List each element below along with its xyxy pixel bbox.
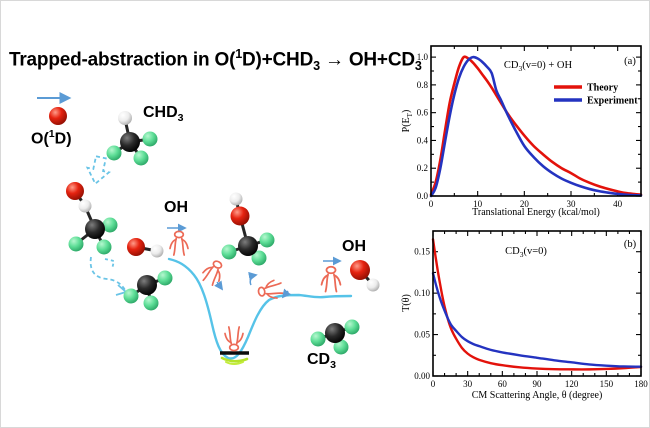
- legend-label: Experiment: [587, 96, 638, 107]
- oh-molecule-right: [350, 260, 380, 292]
- plot-frame: [432, 230, 642, 377]
- dashed-curved-arrow: [89, 256, 128, 296]
- panel-label: (b): [624, 239, 637, 250]
- well-glow: [220, 356, 249, 365]
- cd3-molecule-mid: [123, 270, 173, 311]
- y-tick-label: 0.05: [414, 330, 430, 340]
- label-chd3: CHD3: [143, 104, 184, 125]
- label-o1d: O(1D): [31, 128, 72, 148]
- y-tick-label: 0.2: [417, 163, 428, 173]
- reaction-scheme-diagram: [37, 92, 380, 365]
- cd3oh-complex-molecule: [221, 192, 275, 266]
- x-tick-label: 180: [634, 379, 648, 389]
- x-axis-label: Translational Energy (kcal/mol): [472, 207, 600, 218]
- x-tick-label: 20: [520, 199, 530, 209]
- y-axis-label: T(θ): [401, 294, 412, 312]
- plot-frame: [430, 45, 642, 197]
- descent-arrow: [214, 280, 224, 291]
- y-tick-label: 0.15: [414, 247, 430, 257]
- figure-title: Trapped-abstraction in O(1D)+CHD3 → OH+C…: [9, 47, 422, 74]
- skier-figure-trapped: [224, 326, 244, 352]
- y-tick-label: 1.0: [417, 52, 429, 62]
- y-tick-label: 0.00: [414, 371, 430, 381]
- x-tick-label: 0: [429, 199, 434, 209]
- x-tick-label: 150: [600, 379, 614, 389]
- insertion-complex-molecule: [66, 182, 118, 255]
- theory-curve: [429, 55, 643, 197]
- x-tick-label: 60: [498, 379, 508, 389]
- label-oh-right: OH: [342, 238, 366, 255]
- experiment-curve: [429, 55, 643, 198]
- x-tick-label: 10: [473, 199, 483, 209]
- x-tick-label: 90: [533, 379, 543, 389]
- skier-figure-exit: [320, 265, 342, 293]
- plot-title: CD3(v=0): [505, 246, 547, 259]
- y-tick-label: 0.8: [417, 80, 429, 90]
- panel-a-chart: 0 10 20 30 40 0.0 0.2 0.4 0.6 0.8 1.0 CD3(v=0) + OH…: [401, 45, 643, 218]
- potential-well-curve: [167, 257, 353, 360]
- rotation-arrow: [248, 271, 258, 286]
- y-tick-label: 0.6: [417, 108, 429, 118]
- x-tick-label: 30: [567, 199, 577, 209]
- panel-label: (a): [624, 56, 636, 67]
- y-tick-label: 0.10: [414, 288, 430, 298]
- oh-molecule-mid: [127, 238, 164, 258]
- skier-figure-start: [169, 230, 189, 256]
- y-tick-label: 0.4: [417, 135, 429, 145]
- y-axis-label: P(ET): [401, 110, 414, 133]
- skier-figure-descending: [199, 256, 228, 288]
- chd3-molecule: [106, 111, 158, 166]
- x-tick-label: 0: [431, 379, 436, 389]
- skier-figure-tumbling: [256, 278, 285, 302]
- o1d-atom: [49, 107, 67, 125]
- experiment-curve: [431, 272, 643, 368]
- theory-curve: [431, 238, 643, 371]
- x-tick-label: 40: [613, 199, 623, 209]
- dashed-down-arrow: [85, 155, 111, 186]
- panel-b-chart: 0 30 60 90 120 150 180 0.00 0.05 0.10 0.15 CD3(v=0)…: [401, 230, 648, 401]
- x-axis-label: CM Scattering Angle, θ (degree): [472, 390, 603, 401]
- x-tick-label: 30: [463, 379, 473, 389]
- y-tick-label: 0.0: [417, 191, 429, 201]
- cd3-molecule-product: [310, 319, 360, 355]
- legend-label: Theory: [587, 83, 618, 94]
- x-tick-label: 120: [565, 379, 579, 389]
- label-oh-mid: OH: [164, 199, 188, 216]
- label-cd3: CD3: [307, 351, 336, 372]
- plot-title: CD3(v=0) + OH: [504, 60, 573, 73]
- exit-slope-arrow: [281, 288, 292, 299]
